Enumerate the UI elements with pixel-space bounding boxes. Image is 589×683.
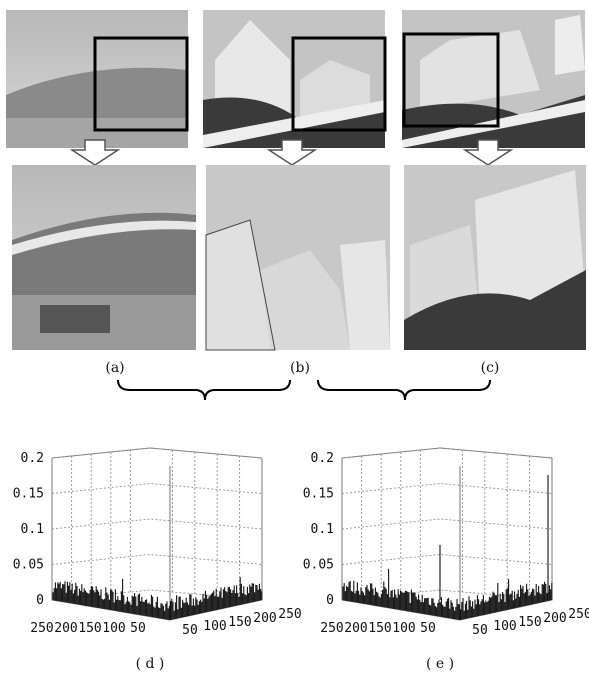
photo-b-zoom: [205, 165, 390, 351]
z-tick-label: 0.15: [303, 487, 334, 502]
y-tick-label: 150: [518, 615, 541, 630]
x-tick-label: 200: [344, 621, 367, 636]
photo-a-full: [6, 10, 189, 148]
z-tick-label: 0.15: [13, 487, 44, 502]
grid-line: [361, 450, 463, 598]
x-tick-label: 200: [54, 621, 77, 636]
z-tick-label: 0: [36, 593, 44, 608]
z-tick-label: 0.1: [311, 522, 334, 537]
panel-label: (b): [290, 360, 310, 376]
grid-line: [341, 518, 553, 530]
y-tick-label: 100: [203, 619, 226, 634]
x-tick-label: 100: [102, 621, 125, 636]
grid-line: [51, 482, 263, 494]
grid-line: [51, 553, 263, 565]
grid-line: [71, 450, 173, 598]
panel-label: (a): [105, 360, 124, 376]
photo-a-zoom: [12, 165, 196, 350]
y-tick-label: 100: [493, 619, 516, 634]
grid-line: [380, 452, 486, 596]
grid-line: [129, 450, 241, 598]
x-tick-label: 150: [368, 621, 391, 636]
x-tick-label: 50: [130, 621, 146, 636]
grid-line: [51, 518, 263, 530]
x-tick-label: 250: [320, 621, 343, 636]
y-tick-label: 250: [568, 607, 589, 622]
y-tick-label: 50: [472, 623, 488, 638]
x-tick-label: 50: [420, 621, 436, 636]
x-tick-label: 250: [30, 621, 53, 636]
z-tick-label: 0: [326, 593, 334, 608]
grid-line: [419, 450, 531, 598]
grid-line: [51, 447, 263, 459]
grid-line: [341, 553, 553, 565]
braces: [117, 379, 491, 401]
grid-line: [341, 482, 553, 494]
x-tick-label: 100: [392, 621, 415, 636]
arrows: [69, 139, 514, 166]
y-tick-label: 50: [182, 623, 198, 638]
caption: ( e ): [426, 656, 454, 672]
y-tick-label: 150: [228, 615, 251, 630]
x-tick-label: 150: [78, 621, 101, 636]
y-tick-label: 200: [543, 611, 566, 626]
histogram-texture: [52, 577, 263, 620]
y-tick-label: 250: [278, 607, 301, 622]
grid-line: [341, 447, 553, 459]
caption: ( d ): [136, 656, 165, 672]
z-tick-label: 0.05: [13, 558, 44, 573]
panel-label: (c): [481, 360, 500, 376]
photo-c-zoom: [404, 165, 586, 350]
photo-c-full: [402, 10, 585, 148]
y-tick-label: 200: [253, 611, 276, 626]
z-tick-label: 0.2: [311, 451, 334, 466]
histogram-texture: [342, 475, 553, 620]
photo-b-full: [203, 10, 387, 148]
z-tick-label: 0.2: [21, 451, 44, 466]
z-tick-label: 0.1: [21, 522, 44, 537]
z-tick-label: 0.05: [303, 558, 334, 573]
grid-line: [90, 452, 196, 596]
